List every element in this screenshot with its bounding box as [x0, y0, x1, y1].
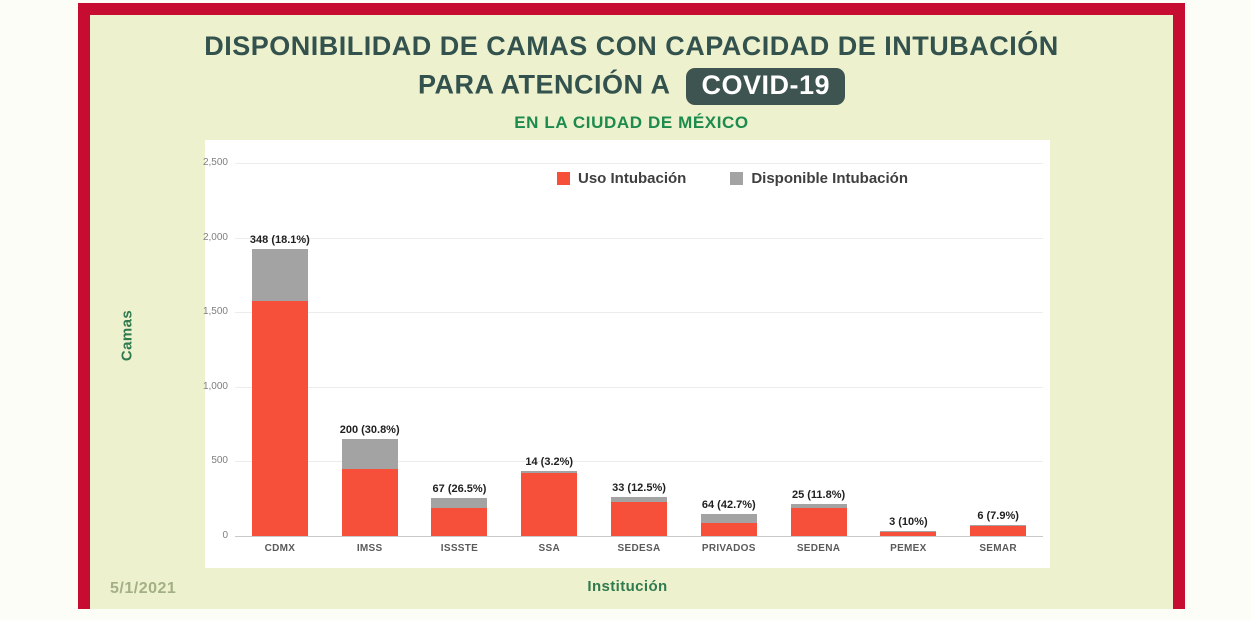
y-axis-title: Camas — [118, 309, 136, 362]
title-line2-text: PARA ATENCIÓN A — [417, 69, 671, 100]
bar-group-semar: 6 (7.9%) — [953, 163, 1043, 536]
legend-swatch-gray-icon — [730, 172, 744, 185]
bar-group-sedena: 25 (11.8%) — [774, 163, 864, 536]
bar-value-label: 14 (3.2%) — [525, 455, 574, 468]
bar-segment-uso — [790, 508, 847, 536]
bar-group-cdmx: 348 (18.1%) — [235, 163, 325, 536]
x-category-label: IMSS — [356, 543, 383, 554]
bar-segment-uso — [880, 531, 937, 536]
x-category-label: ISSSTE — [440, 543, 479, 554]
bar-group-pemex: 3 (10%) — [863, 163, 953, 536]
bar-group-ssa: 14 (3.2%) — [504, 163, 594, 536]
chart-legend: Uso Intubación Disponible Intubación — [557, 170, 908, 187]
bar-group-sedesa: 33 (12.5%) — [594, 163, 684, 536]
bar-value-label: 25 (11.8%) — [791, 489, 846, 502]
bar-segment-disponible — [700, 513, 757, 524]
bar-group-privados: 64 (42.7%) — [684, 163, 774, 536]
bar-value-label: 33 (12.5%) — [612, 481, 666, 494]
gridline — [235, 237, 1043, 239]
bar-segment-uso — [251, 301, 308, 536]
y-tick-label: 2,500 — [202, 157, 228, 168]
x-category-label: SEDENA — [796, 543, 841, 554]
bar-group-issste: 67 (26.5%) — [415, 163, 505, 536]
x-axis-title: Institución — [587, 578, 668, 595]
gridline — [235, 461, 1043, 463]
gridline — [235, 386, 1043, 388]
title-regular-part: DISPONIBILIDAD DE CAMAS — [204, 31, 596, 61]
legend-swatch-red-icon — [557, 172, 570, 185]
gridline — [235, 163, 1043, 164]
plot-area: 348 (18.1%) 200 (30.8%) 67 (26.5%) 14 (3.2%… — [203, 157, 1043, 541]
x-category-label: PRIVADOS — [701, 543, 756, 554]
date-stamp: 5/1/2021 — [110, 580, 177, 597]
bar-segment-disponible — [880, 530, 937, 532]
bar-segment-disponible — [790, 504, 847, 509]
x-category-label: SSA — [538, 543, 560, 554]
x-axis-labels: CDMX IMSS ISSSTE SSA SEDESA PRIVADOS SEDENA PEM… — [235, 543, 1043, 554]
x-category-label: CDMX — [264, 543, 296, 554]
bar-segment-disponible — [251, 249, 308, 302]
y-tick-label: 1,500 — [202, 306, 228, 318]
bars: 348 (18.1%) 200 (30.8%) 67 (26.5%) 14 (3.2%… — [235, 163, 1043, 536]
y-tick-label: 2,000 — [202, 231, 228, 243]
bar-segment-disponible — [521, 470, 578, 473]
covid-19-badge: COVID-19 — [686, 68, 846, 105]
gridline — [235, 312, 1043, 314]
x-category-label: PEMEX — [890, 543, 927, 554]
title-bold-part: CON CAPACIDAD DE INTUBACIÓN — [595, 31, 1059, 61]
bar-segment-uso — [521, 472, 578, 536]
bar-segment-disponible — [431, 498, 488, 509]
subtitle: EN LA CIUDAD DE MÉXICO — [514, 113, 749, 132]
x-category-label: SEDESA — [617, 543, 661, 554]
bar-segment-uso — [970, 525, 1027, 536]
bar-value-label: 6 (7.9%) — [977, 509, 1019, 522]
bar-value-label: 67 (26.5%) — [432, 483, 487, 496]
bar-segment-uso — [341, 469, 398, 536]
chart-panel: Uso Intubación Disponible Intubación 348… — [203, 140, 1050, 568]
bar-segment-disponible — [611, 496, 668, 502]
page-title: DISPONIBILIDAD DE CAMAS CON CAPACIDAD DE… — [90, 31, 1173, 62]
bar-segment-disponible — [341, 439, 398, 470]
bar-value-label: 200 (30.8%) — [339, 424, 400, 437]
bar-segment-uso — [611, 501, 668, 536]
bar-segment-disponible — [970, 524, 1027, 526]
bar-value-label: 3 (10%) — [889, 515, 928, 528]
legend-item-disponible: Disponible Intubación — [730, 170, 908, 187]
bar-value-label: 64 (42.7%) — [701, 498, 756, 511]
x-category-label: SEMAR — [979, 543, 1017, 554]
legend-label-disponible: Disponible Intubación — [751, 170, 909, 187]
bar-group-imss: 200 (30.8%) — [325, 163, 415, 536]
legend-label-uso: Uso Intubación — [578, 170, 687, 187]
bar-segment-uso — [431, 508, 488, 536]
legend-item-uso: Uso Intubación — [557, 170, 686, 187]
title-line2: PARA ATENCIÓN A COVID-19 — [90, 68, 1173, 105]
y-tick-label: 1,000 — [202, 380, 228, 392]
y-tick-label: 0 — [222, 530, 228, 541]
bar-value-label: 348 (18.1%) — [249, 234, 310, 247]
y-tick-label: 500 — [211, 455, 228, 467]
bar-segment-uso — [700, 523, 757, 536]
